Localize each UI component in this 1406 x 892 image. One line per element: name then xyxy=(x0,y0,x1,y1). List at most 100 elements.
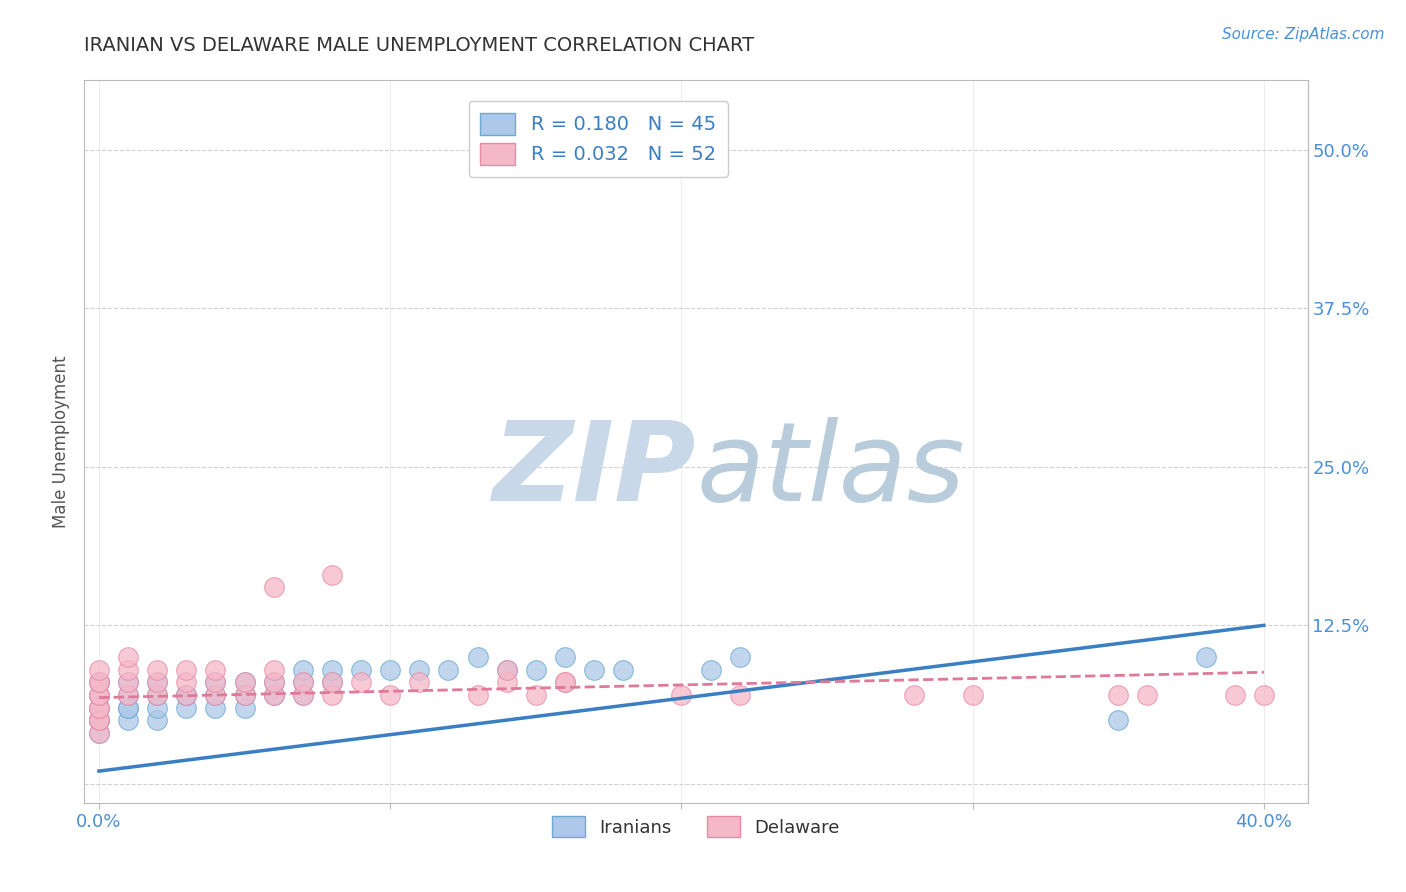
Point xyxy=(146,688,169,702)
Point xyxy=(87,714,110,728)
Point xyxy=(146,714,169,728)
Point xyxy=(87,688,110,702)
Point xyxy=(233,675,256,690)
Point xyxy=(146,700,169,714)
Point xyxy=(524,688,547,702)
Point xyxy=(583,663,606,677)
Point xyxy=(380,688,402,702)
Point xyxy=(87,688,110,702)
Point xyxy=(87,675,110,690)
Point xyxy=(204,675,226,690)
Point xyxy=(263,675,285,690)
Point xyxy=(146,675,169,690)
Point xyxy=(263,688,285,702)
Point xyxy=(87,700,110,714)
Point xyxy=(1136,688,1159,702)
Y-axis label: Male Unemployment: Male Unemployment xyxy=(52,355,70,528)
Point xyxy=(408,663,430,677)
Point xyxy=(728,650,751,665)
Point xyxy=(87,700,110,714)
Text: IRANIAN VS DELAWARE MALE UNEMPLOYMENT CORRELATION CHART: IRANIAN VS DELAWARE MALE UNEMPLOYMENT CO… xyxy=(84,36,755,54)
Point xyxy=(495,663,517,677)
Point xyxy=(467,688,489,702)
Point xyxy=(380,663,402,677)
Point xyxy=(903,688,925,702)
Point xyxy=(117,714,139,728)
Point xyxy=(291,675,314,690)
Point xyxy=(87,675,110,690)
Point xyxy=(1253,688,1275,702)
Point xyxy=(408,675,430,690)
Point xyxy=(263,663,285,677)
Point xyxy=(321,688,343,702)
Point xyxy=(117,688,139,702)
Point xyxy=(233,700,256,714)
Point xyxy=(1195,650,1218,665)
Point xyxy=(291,663,314,677)
Point xyxy=(495,675,517,690)
Point xyxy=(962,688,984,702)
Point xyxy=(204,688,226,702)
Point xyxy=(87,688,110,702)
Point xyxy=(699,663,721,677)
Point xyxy=(437,663,460,677)
Legend: Iranians, Delaware: Iranians, Delaware xyxy=(546,809,846,845)
Text: Source: ZipAtlas.com: Source: ZipAtlas.com xyxy=(1222,27,1385,42)
Point xyxy=(204,663,226,677)
Point xyxy=(146,688,169,702)
Point xyxy=(117,688,139,702)
Point xyxy=(87,714,110,728)
Point xyxy=(87,700,110,714)
Point xyxy=(291,688,314,702)
Text: atlas: atlas xyxy=(696,417,965,524)
Point xyxy=(117,675,139,690)
Point xyxy=(117,650,139,665)
Point xyxy=(321,675,343,690)
Point xyxy=(291,688,314,702)
Point xyxy=(117,700,139,714)
Point xyxy=(321,663,343,677)
Point xyxy=(233,688,256,702)
Point xyxy=(263,580,285,594)
Point xyxy=(174,688,197,702)
Point xyxy=(612,663,634,677)
Point xyxy=(1107,688,1129,702)
Point xyxy=(146,675,169,690)
Point xyxy=(263,688,285,702)
Point xyxy=(467,650,489,665)
Point xyxy=(350,663,373,677)
Point xyxy=(495,663,517,677)
Point xyxy=(1107,714,1129,728)
Point xyxy=(233,688,256,702)
Point xyxy=(728,688,751,702)
Point xyxy=(146,663,169,677)
Point xyxy=(117,663,139,677)
Point xyxy=(554,675,576,690)
Point xyxy=(174,688,197,702)
Point xyxy=(204,688,226,702)
Point xyxy=(174,700,197,714)
Point xyxy=(87,714,110,728)
Point xyxy=(554,650,576,665)
Point xyxy=(263,675,285,690)
Point xyxy=(291,675,314,690)
Point xyxy=(1223,688,1246,702)
Point xyxy=(350,675,373,690)
Point xyxy=(87,714,110,728)
Point xyxy=(87,663,110,677)
Point xyxy=(321,675,343,690)
Point xyxy=(174,663,197,677)
Point xyxy=(87,726,110,740)
Point xyxy=(204,675,226,690)
Point xyxy=(117,675,139,690)
Point xyxy=(204,700,226,714)
Point xyxy=(87,675,110,690)
Point xyxy=(174,688,197,702)
Point xyxy=(117,700,139,714)
Point xyxy=(671,688,693,702)
Point xyxy=(554,675,576,690)
Point xyxy=(87,726,110,740)
Point xyxy=(233,675,256,690)
Text: ZIP: ZIP xyxy=(492,417,696,524)
Point xyxy=(174,675,197,690)
